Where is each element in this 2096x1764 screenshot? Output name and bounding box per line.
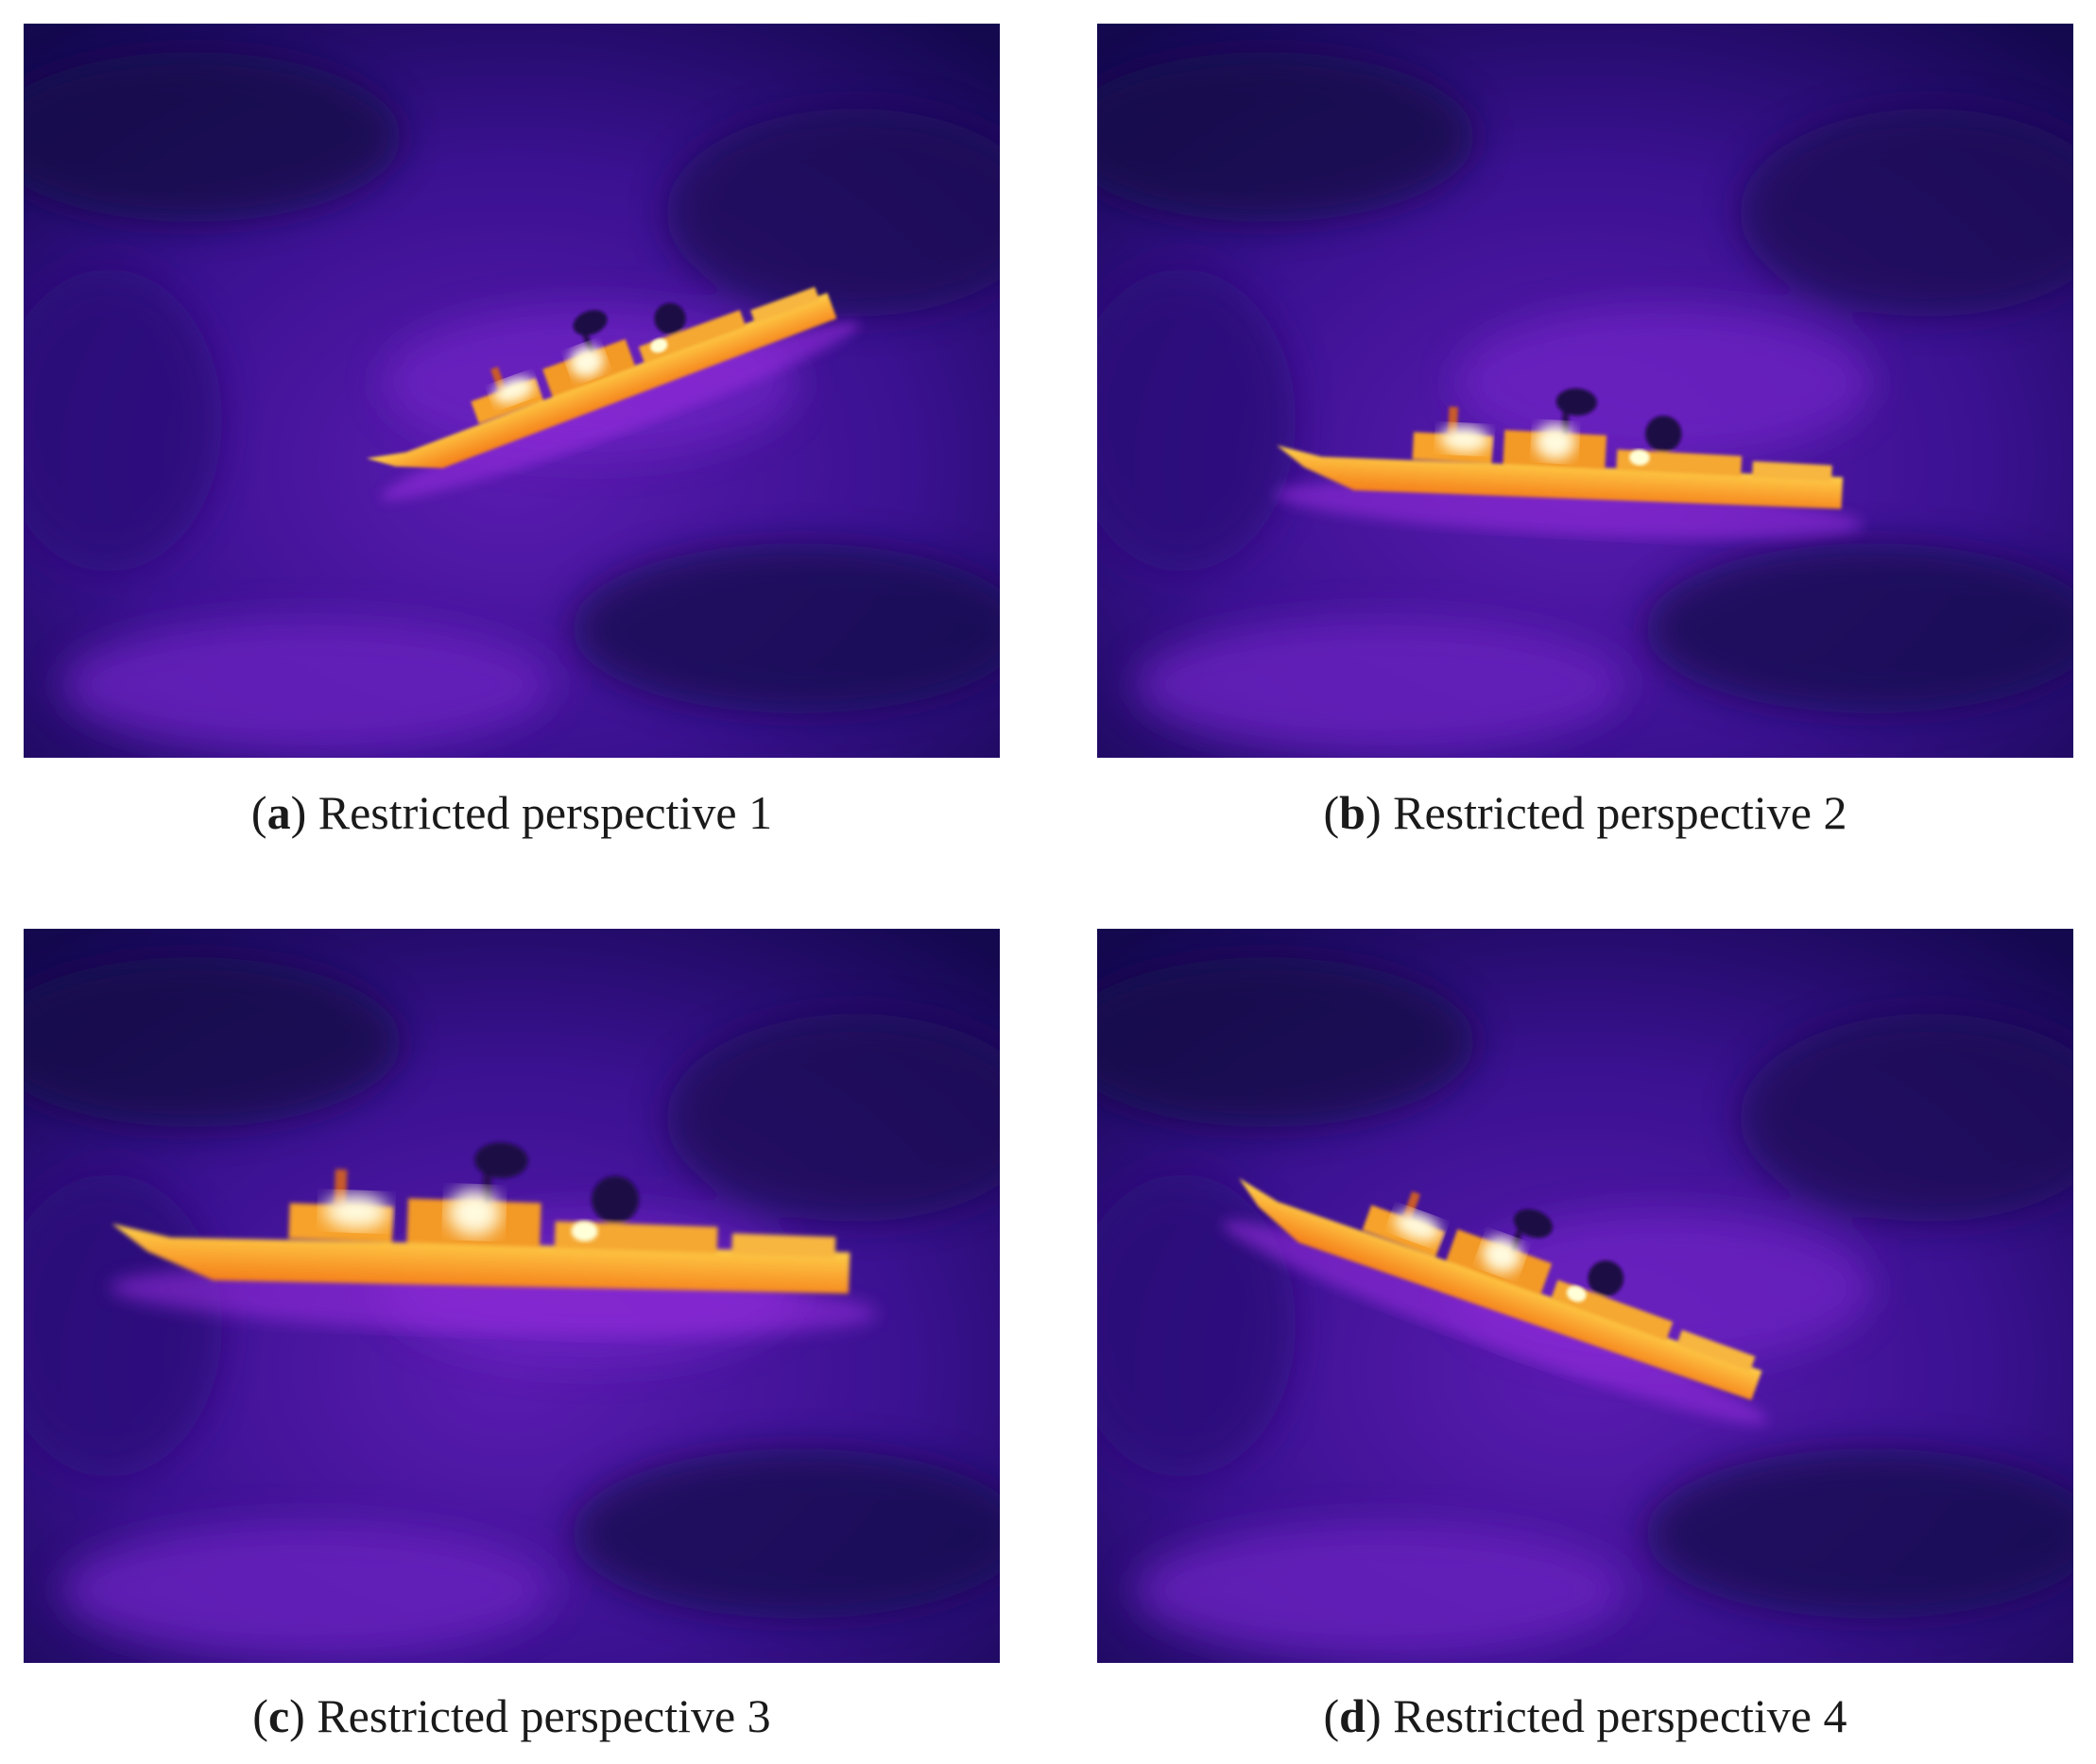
panel-label: (a) bbox=[250, 786, 307, 839]
caption-text: Restricted perspective 2 bbox=[1393, 786, 1847, 839]
caption: (d) Restricted perspective 4 bbox=[1097, 1687, 2073, 1744]
thermal-image bbox=[1097, 24, 2073, 758]
caption: (a) Restricted perspective 1 bbox=[24, 784, 1000, 841]
thermal-image bbox=[1097, 929, 2073, 1663]
panel-label: (b) bbox=[1323, 786, 1382, 839]
caption: (c) Restricted perspective 3 bbox=[24, 1687, 1000, 1744]
panel-label: (c) bbox=[252, 1689, 305, 1742]
thermal-image bbox=[24, 24, 1000, 758]
caption-text: Restricted perspective 1 bbox=[318, 786, 773, 839]
panel-label: (d) bbox=[1323, 1689, 1382, 1742]
thermal-image bbox=[24, 929, 1000, 1663]
caption: (b) Restricted perspective 2 bbox=[1097, 784, 2073, 841]
caption-text: Restricted perspective 3 bbox=[317, 1689, 771, 1742]
caption-text: Restricted perspective 4 bbox=[1393, 1689, 1847, 1742]
